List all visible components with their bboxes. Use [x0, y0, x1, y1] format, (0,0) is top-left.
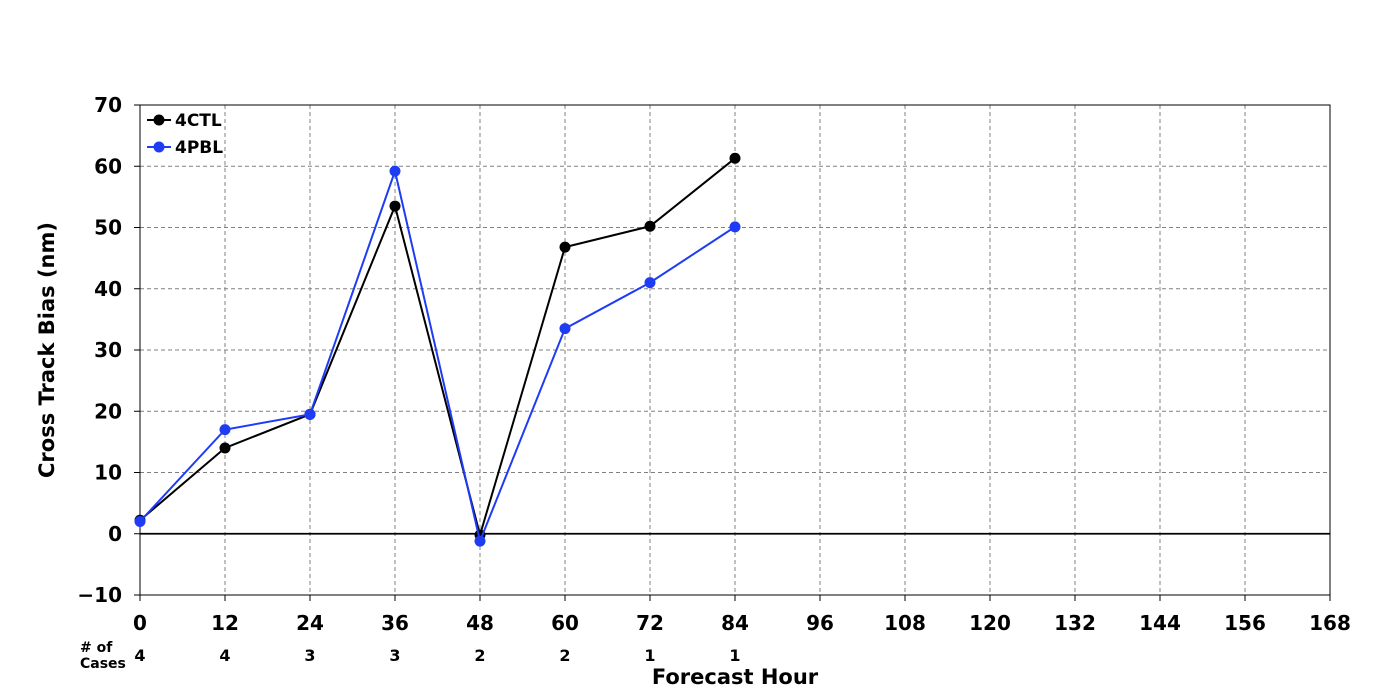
x-tick-label: 60 — [551, 611, 579, 635]
x-tick-label: 144 — [1139, 611, 1181, 635]
x-tick-label: 156 — [1224, 611, 1266, 635]
y-tick-label: 50 — [94, 216, 122, 240]
y-tick-label: 40 — [94, 277, 122, 301]
x-tick-label: 168 — [1309, 611, 1351, 635]
x-tick-label: 24 — [296, 611, 324, 635]
data-point — [559, 241, 571, 253]
cases-label-line1: # of — [80, 640, 113, 656]
x-tick-label: 108 — [884, 611, 926, 635]
legend-marker — [153, 114, 165, 126]
data-point — [304, 408, 316, 420]
case-count: 1 — [644, 646, 655, 665]
grid — [140, 105, 1330, 595]
x-axis-label: Forecast Hour — [652, 665, 819, 689]
x-tick-label: 0 — [133, 611, 147, 635]
case-count: 4 — [219, 646, 230, 665]
x-tick-label: 96 — [806, 611, 834, 635]
legend-item: 4CTL — [147, 111, 222, 131]
x-tick-label: 36 — [381, 611, 409, 635]
y-tick-label: 70 — [94, 93, 122, 117]
data-point — [644, 277, 656, 289]
series-line — [139, 167, 736, 545]
legend-item: 4PBL — [147, 138, 223, 158]
y-axis-label: Cross Track Bias (nm) — [35, 222, 59, 478]
series-layer — [134, 152, 741, 547]
data-point — [729, 221, 741, 233]
legend: 4CTL 4PBL — [147, 111, 223, 158]
y-tick-label: 30 — [94, 338, 122, 362]
data-point — [134, 516, 146, 527]
data-point — [474, 535, 486, 547]
y-tick-label: 0 — [108, 522, 122, 546]
x-tick-label: 120 — [969, 611, 1011, 635]
data-point — [389, 165, 401, 177]
data-point — [559, 323, 571, 335]
y-tick-label: −10 — [77, 583, 122, 607]
x-tick-label: 84 — [721, 611, 749, 635]
data-point — [219, 424, 231, 436]
cases-label-line2: Cases — [80, 656, 126, 672]
case-count: 3 — [304, 646, 315, 665]
y-tick-label: 60 — [94, 154, 122, 178]
data-point — [644, 220, 656, 232]
data-point — [729, 152, 741, 164]
y-tick-label: 10 — [94, 461, 122, 485]
case-count: 3 — [389, 646, 400, 665]
series-line — [139, 157, 736, 539]
x-tick-label: 12 — [211, 611, 239, 635]
x-tick-label: 72 — [636, 611, 664, 635]
legend-marker — [153, 141, 165, 153]
case-count: 2 — [559, 646, 570, 665]
legend-label: 4PBL — [175, 138, 223, 158]
case-count: 4 — [134, 646, 145, 665]
x-axis-ticks: 0 12 24 36 48 60 72 84 96 108 120 132 144 156 168 — [133, 595, 1351, 635]
x-tick-label: 132 — [1054, 611, 1096, 635]
case-count: 2 — [474, 646, 485, 665]
data-point — [219, 442, 231, 454]
series-4PBL — [134, 165, 741, 547]
cases-row: # of Cases 4 4 3 3 2 2 1 1 — [80, 640, 741, 672]
y-tick-label: 20 — [94, 399, 122, 423]
x-tick-label: 48 — [466, 611, 494, 635]
y-axis-ticks: −10 0 10 20 30 40 50 60 70 — [77, 93, 140, 607]
case-count: 1 — [729, 646, 740, 665]
legend-label: 4CTL — [175, 111, 222, 131]
data-point — [389, 200, 401, 212]
